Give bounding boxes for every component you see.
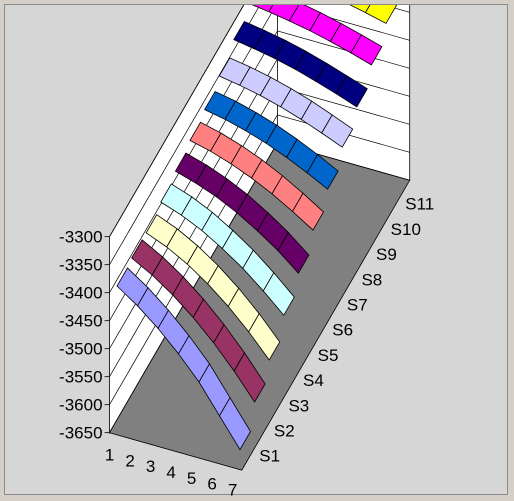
x-tick-label: 2: [125, 451, 134, 470]
surface-cell-s4: [262, 272, 295, 316]
series-tick-label: S11: [405, 195, 434, 214]
series-tick-label: S6: [332, 321, 353, 340]
axis-labels: -3300 -3350 -3400 -3450 -3500 -3550 -3600 -3650…: [59, 195, 434, 496]
surface-cell-s8: [321, 114, 354, 148]
series-tick-label: S7: [347, 296, 368, 315]
surface-cell-s6: [291, 192, 325, 231]
z-tick-label: -3550: [59, 368, 102, 387]
surface-cell-s7: [306, 153, 339, 190]
surface-cell-s3: [248, 312, 281, 361]
series-tick-label: S8: [361, 270, 382, 289]
series-tick-label: S4: [303, 371, 324, 390]
series-tick-label: S9: [376, 245, 397, 264]
surface-cell-s9: [335, 75, 368, 108]
surface-cell-s11: [349, 5, 371, 14]
z-gridline: [109, 5, 245, 237]
surface-chart: -3300 -3350 -3400 -3450 -3500 -3550 -3600 -3650…: [59, 5, 434, 496]
series-tick-label: S10: [391, 220, 421, 239]
surface-cell-s10: [251, 5, 274, 13]
x-tick-label: 4: [166, 463, 175, 482]
series-tick-label: S1: [259, 447, 280, 466]
surface-cell-s2: [233, 352, 266, 403]
z-tick-label: -3400: [59, 284, 102, 303]
surface-cell-s1: [219, 396, 251, 451]
x-tick-label: 6: [207, 475, 216, 494]
z-tick-label: -3450: [59, 312, 102, 331]
x-tick-label: 3: [146, 457, 155, 476]
chart-area: -3300 -3350 -3400 -3450 -3500 -3550 -3600 -3650…: [4, 4, 508, 496]
series-tick-label: S3: [288, 396, 309, 415]
x-tick-label: 7: [228, 480, 237, 496]
surface-strips: [116, 5, 398, 451]
series-tick-label: S5: [318, 346, 339, 365]
z-tick-label: -3600: [59, 396, 102, 415]
series-tick-label: S2: [274, 422, 295, 441]
surface-cell-s10: [268, 5, 300, 22]
z-tick-label: -3350: [59, 256, 102, 275]
z-tick-label: -3500: [59, 340, 102, 359]
surface-cell-s11: [364, 5, 398, 24]
surface-cell-s10: [350, 34, 383, 66]
z-tick-label: -3650: [59, 424, 102, 443]
z-tick-label: -3300: [59, 228, 102, 247]
x-tick-label: 1: [105, 446, 114, 465]
surface-cell-s5: [277, 231, 310, 274]
z-gridline: [109, 5, 410, 265]
x-tick-label: 5: [187, 469, 196, 488]
